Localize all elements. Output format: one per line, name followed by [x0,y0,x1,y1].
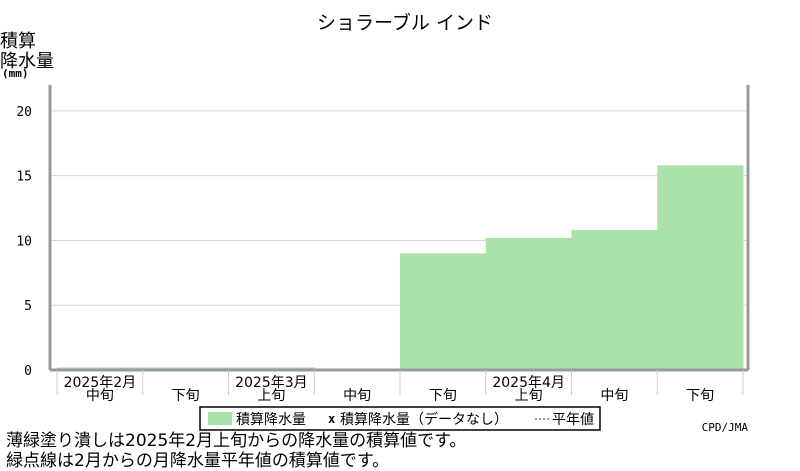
legend-box [199,406,601,431]
bar-5 [400,253,487,370]
bar-7 [571,230,658,370]
legend-swatch-fill [208,412,232,425]
x-tick-label: 中旬 [600,388,628,404]
month-label: 2025年3月 [235,375,308,391]
legend-item-normal: 平年値 [552,412,594,428]
x-tick-label: 中旬 [86,388,114,404]
x-tick-label: 上旬 [515,388,543,404]
x-tick-label: 下旬 [172,388,200,404]
y-axis-label-line-1: 積算 [0,31,36,52]
y-tick-label: 10 [16,234,32,249]
y-tick-label: 20 [16,105,32,120]
legend-swatch-nodata: x [328,412,335,426]
chart-title: ショラーブル インド [317,11,493,34]
month-label: 2025年2月 [64,375,137,391]
caption-fill-note: 薄緑塗り潰しは2025年2月上旬からの降水量の積算値です。 [6,431,467,451]
legend-item-nodata: 積算降水量（データなし） [340,411,508,428]
y-axis-unit: (mm) [2,67,29,80]
y-axis-label-line-2: 降水量 [0,51,54,72]
caption-dotted-note: 緑点線は2月からの月降水量平年値の積算値です。 [6,451,390,471]
credit: CPD/JMA [702,421,749,434]
x-tick-label: 下旬 [686,388,714,404]
x-tick-label: 上旬 [257,388,285,404]
y-tick-label: 0 [24,364,32,379]
legend-item-fill: 積算降水量 [236,412,306,428]
x-tick-label: 中旬 [343,388,371,404]
month-label: 2025年4月 [492,375,565,391]
y-tick-label: 5 [24,299,32,314]
y-tick-label: 15 [16,170,32,185]
bar-8 [657,165,744,370]
bar-6 [485,237,572,370]
x-tick-label: 下旬 [429,388,457,404]
